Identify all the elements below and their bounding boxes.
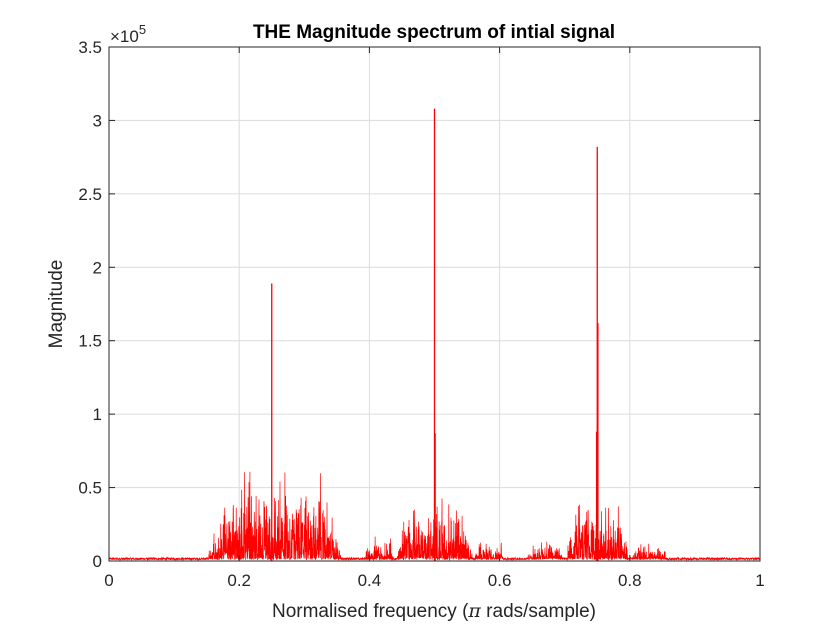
x-axis-label: Normalised frequency (π rads/sample) bbox=[272, 600, 596, 622]
axes-layer: 0 0.2 0.4 0.6 0.8 1 0 0.5 1 1.5 2 2.5 3 3.5 bbox=[78, 38, 764, 590]
y-exponent-label: ×105 bbox=[110, 22, 146, 46]
x-tick-label-4: 0.8 bbox=[618, 571, 642, 590]
y-tick-label-7: 3.5 bbox=[78, 38, 102, 57]
x-axis-label-suffix: rads/sample) bbox=[481, 601, 596, 622]
x-tick-label-3: 0.6 bbox=[488, 571, 512, 590]
chart-title: THE Magnitude spectrum of intial signal bbox=[253, 22, 615, 43]
x-tick-label-2: 0.4 bbox=[358, 571, 382, 590]
x-axis-label-prefix: Normalised frequency ( bbox=[272, 601, 469, 622]
y-tick-label-5: 2.5 bbox=[78, 185, 102, 204]
y-tick-label-2: 1 bbox=[93, 405, 102, 424]
y-tick-label-0: 0 bbox=[93, 552, 102, 571]
y-tick-label-4: 2 bbox=[93, 258, 102, 277]
x-tick-label-1: 0.2 bbox=[227, 571, 251, 590]
label-layer: THE Magnitude spectrum of intial signal … bbox=[46, 22, 615, 622]
x-axis-label-symbol: π bbox=[467, 600, 481, 622]
x-tick-label-5: 1 bbox=[755, 571, 764, 590]
axes-box bbox=[108, 46, 761, 562]
y-tick-label-1: 0.5 bbox=[78, 479, 102, 498]
y-tick-label-6: 3 bbox=[93, 111, 102, 130]
y-axis-label: Magnitude bbox=[46, 260, 67, 349]
y-tick-label-3: 1.5 bbox=[78, 332, 102, 351]
y-exponent-base: ×10 bbox=[110, 27, 139, 46]
data-layer bbox=[108, 108, 761, 562]
y-exponent-power: 5 bbox=[139, 22, 146, 37]
x-tick-label-0: 0 bbox=[104, 571, 113, 590]
